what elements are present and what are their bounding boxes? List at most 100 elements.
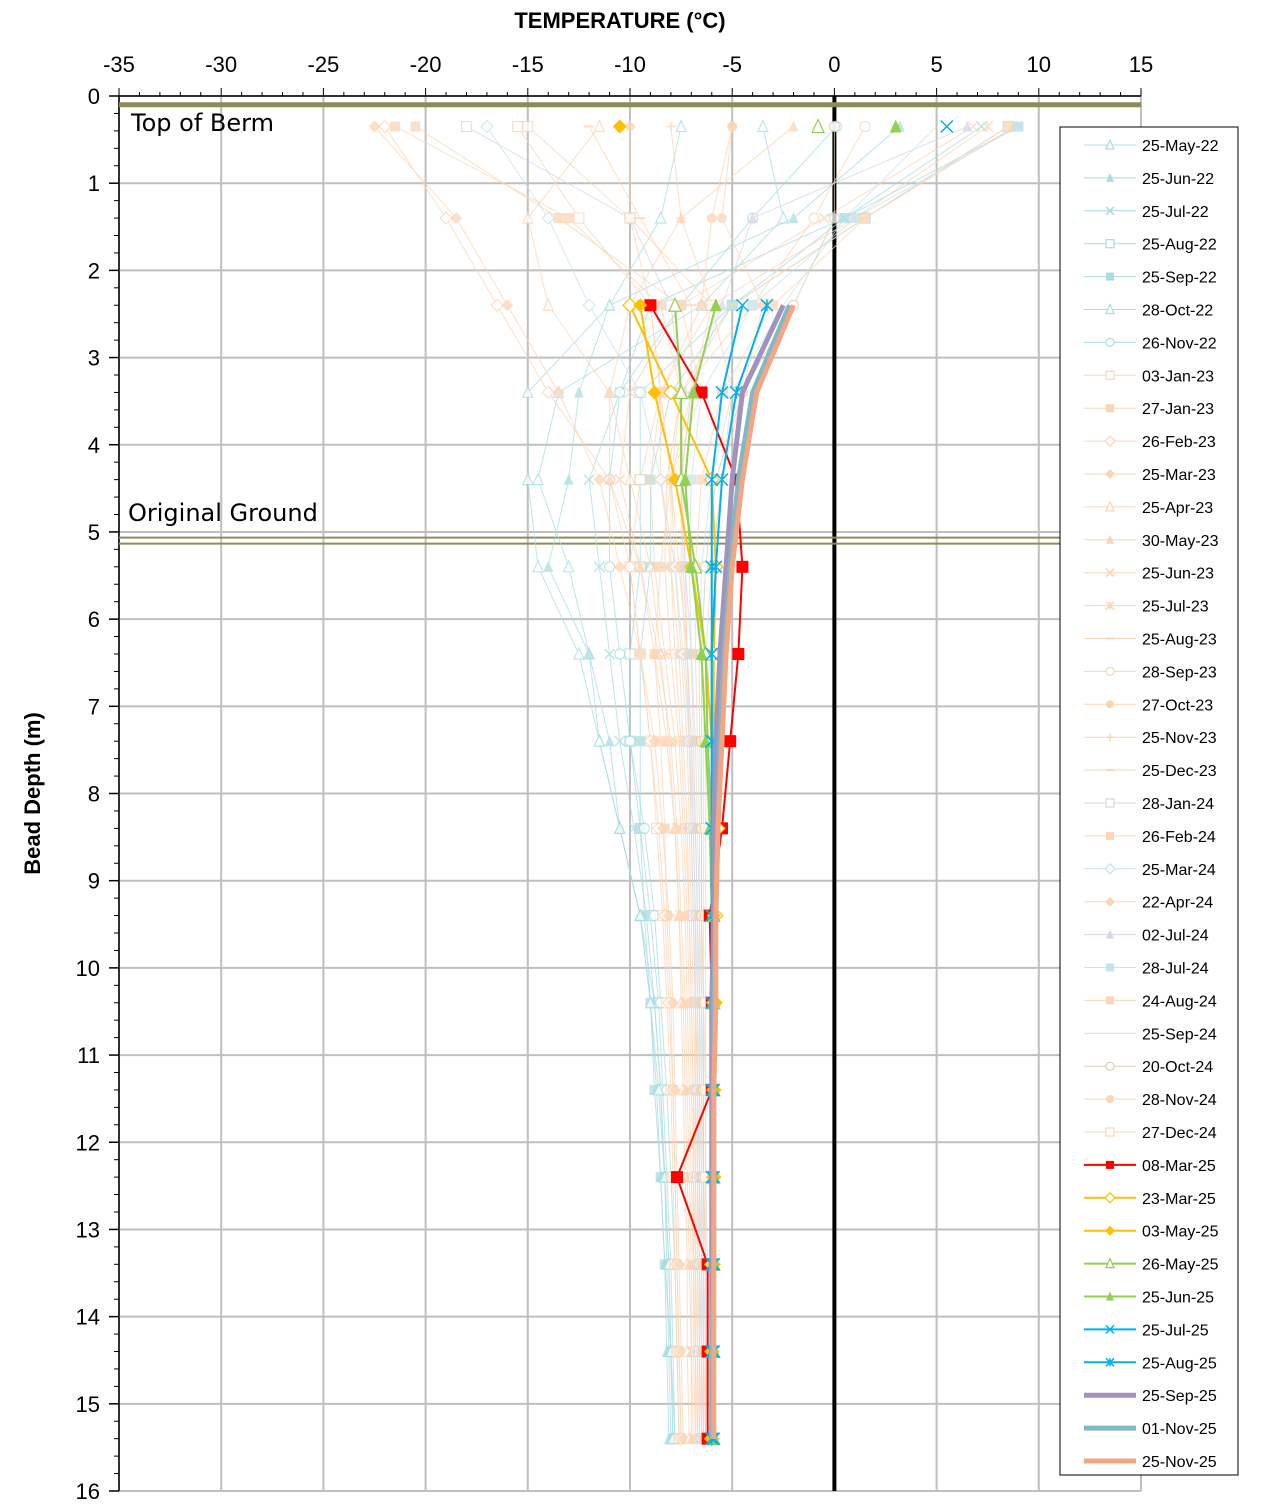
data-point [613, 560, 626, 573]
data-point [1105, 303, 1115, 315]
data-point [656, 822, 669, 835]
legend-entry: 30-May-23 [1084, 533, 1219, 550]
data-series [368, 118, 1024, 1447]
data-point [695, 647, 708, 660]
x-tick-label: 5 [930, 52, 942, 77]
legend-label: 26-May-25 [1142, 1257, 1219, 1274]
data-point [532, 559, 544, 573]
legend-entry: 28-Sep-23 [1084, 664, 1217, 681]
data-point [1106, 534, 1114, 544]
data-point [818, 212, 830, 224]
data-point [859, 120, 871, 133]
data-point [634, 561, 646, 573]
data-point [1105, 206, 1115, 216]
data-point [768, 300, 779, 311]
legend-entry: 28-Jul-24 [1084, 961, 1209, 978]
data-point [695, 386, 708, 399]
data-point [389, 121, 400, 132]
legend-entry: 25-Jun-22 [1084, 171, 1214, 188]
data-point [613, 820, 626, 834]
data-point [716, 213, 727, 224]
data-point [1013, 121, 1024, 132]
data-point [1105, 601, 1115, 611]
legend-label: 25-Dec-23 [1142, 763, 1217, 780]
data-point [480, 119, 494, 134]
data-point [638, 822, 650, 834]
data-point [735, 298, 749, 312]
legend-box [1059, 126, 1239, 1476]
legend-entry: 25-Jul-22 [1084, 204, 1209, 221]
data-point [614, 735, 626, 747]
legend-label: 25-Sep-22 [1142, 270, 1217, 287]
legend-entry: 27-Oct-23 [1084, 697, 1213, 714]
x-axis-title: TEMPERATURE (°C) [514, 8, 725, 33]
legend-entry: 08-Mar-25 [1084, 1158, 1216, 1175]
series-line [517, 126, 680, 1439]
y-tick-label: 13 [76, 1217, 100, 1242]
data-point [573, 386, 584, 398]
data-point [808, 212, 820, 224]
data-point [1106, 831, 1114, 840]
series-line [394, 126, 703, 1439]
data-point [1105, 1257, 1115, 1269]
data-point [1104, 862, 1116, 875]
series-line [609, 126, 794, 1439]
data-point [622, 297, 638, 314]
legend-entry: 25-Dec-23 [1084, 763, 1217, 780]
data-point [760, 298, 774, 312]
data-point [828, 120, 841, 133]
y-tick-label: 15 [76, 1392, 100, 1417]
legend-entry: 26-Feb-24 [1084, 829, 1216, 846]
series-line [527, 126, 682, 1439]
data-point [633, 385, 648, 400]
data-point [685, 559, 698, 573]
data-point [659, 1259, 670, 1270]
data-point [368, 120, 381, 133]
data-point [709, 560, 723, 574]
legend-entry: 25-Nov-23 [1084, 730, 1217, 747]
legend-label: 27-Jan-23 [1142, 401, 1214, 418]
legend-label: 25-Apr-23 [1142, 500, 1213, 517]
data-point [647, 385, 662, 400]
data-point [1105, 138, 1115, 150]
legend-entry: 27-Jan-23 [1084, 401, 1214, 418]
data-point [654, 210, 667, 224]
data-point [612, 119, 627, 134]
data-point [614, 474, 626, 486]
data-point [521, 384, 534, 399]
legend-label: 27-Oct-23 [1142, 697, 1213, 714]
series-25-Sep-24 [698, 126, 937, 1439]
data-point [666, 996, 679, 1009]
data-point [410, 121, 421, 132]
legend-entry: 26-Feb-23 [1084, 434, 1216, 451]
data-point [624, 212, 636, 224]
data-point [747, 212, 758, 224]
data-point [644, 474, 656, 486]
data-point [501, 299, 514, 312]
series-line [670, 126, 713, 1439]
legend-label: 25-Mar-23 [1142, 467, 1216, 484]
y-axis-title: Bead Depth (m) [20, 712, 45, 875]
legend-entry: 23-Mar-25 [1084, 1191, 1216, 1208]
data-point [1105, 896, 1115, 907]
y-tick-label: 0 [88, 84, 100, 109]
legend-entry: 20-Oct-24 [1084, 1059, 1213, 1076]
x-tick-label: -20 [410, 52, 442, 77]
data-point [624, 386, 636, 398]
legend-label: 25-Jul-23 [1142, 599, 1209, 616]
series-line [486, 126, 703, 1439]
legend-entry: 24-Aug-24 [1084, 993, 1217, 1010]
data-point [1105, 239, 1115, 249]
data-point [460, 120, 473, 133]
y-tick-label: 4 [88, 433, 100, 458]
y-tick-label: 1 [88, 171, 100, 196]
legend-label: 24-Aug-24 [1142, 993, 1217, 1010]
legend-label: 26-Nov-22 [1142, 335, 1217, 352]
series-25-Jul-25 [705, 119, 954, 1446]
x-tick-label: 10 [1027, 52, 1051, 77]
data-point [736, 560, 749, 573]
data-point [811, 118, 825, 134]
legend-label: 25-Jun-25 [1142, 1290, 1214, 1307]
legend-label: 26-Feb-24 [1142, 829, 1216, 846]
data-point [655, 1172, 666, 1183]
